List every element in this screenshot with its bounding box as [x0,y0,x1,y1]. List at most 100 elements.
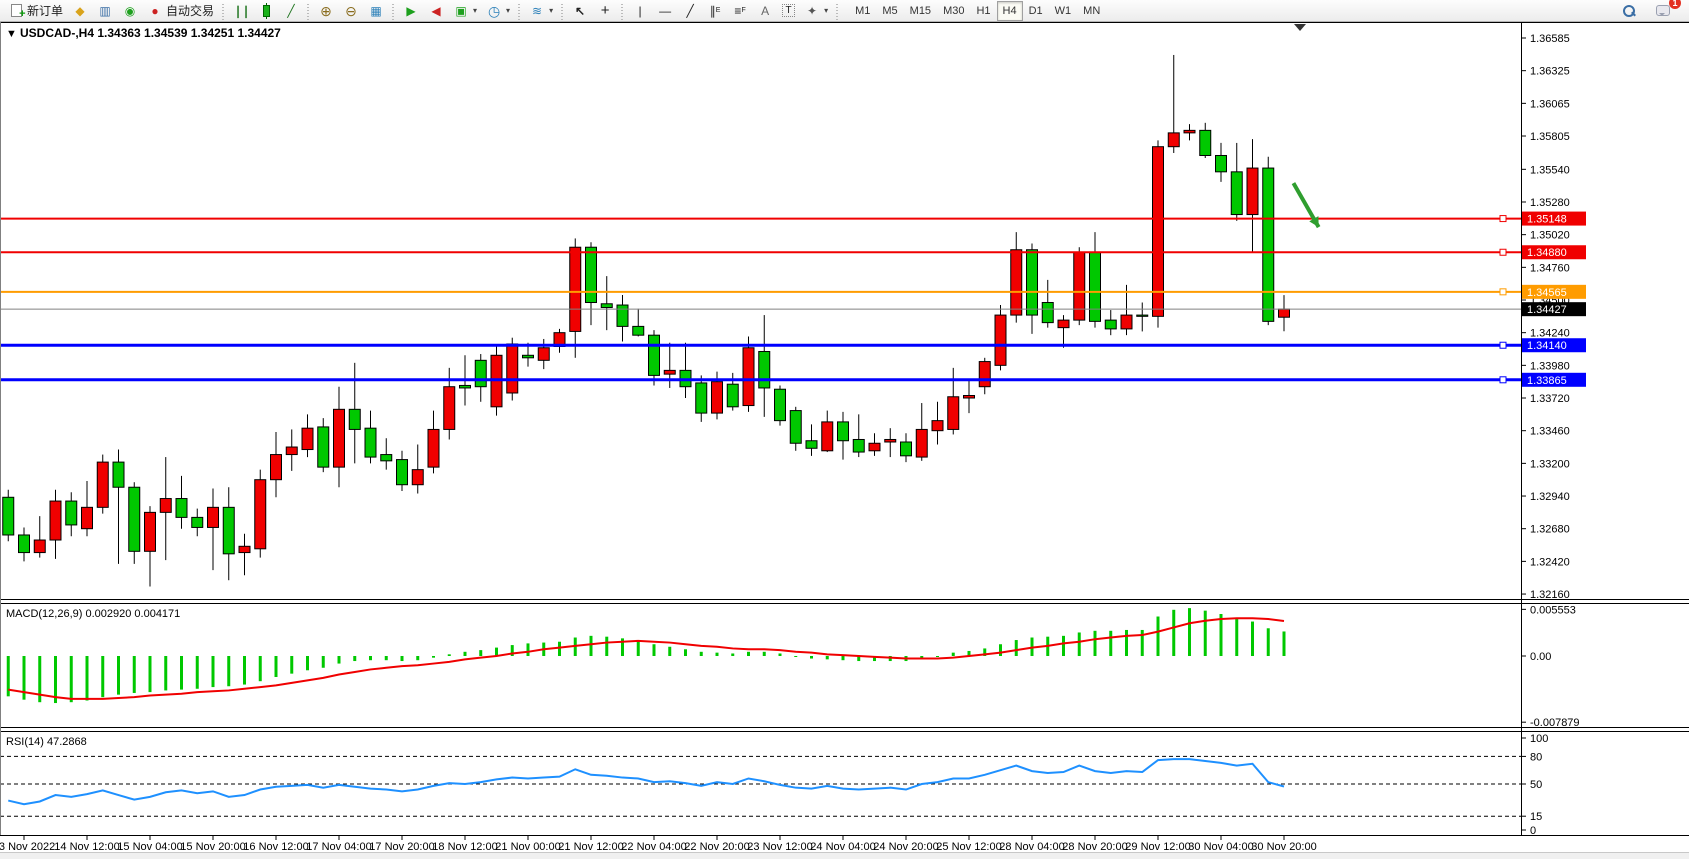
macd-bar [605,636,609,656]
chart-shift-marker[interactable] [1294,24,1306,31]
horizontal-line-button[interactable]: — [653,1,677,21]
signals-button[interactable]: ◉ [118,1,142,21]
rsi-label: RSI(14) 47.2868 [6,736,87,748]
candle [1073,247,1086,326]
arrows-button[interactable]: ✦ ▾ [800,1,832,21]
candle [789,406,802,451]
timeframe-m15[interactable]: M15 [904,1,937,21]
status-strip [0,852,1689,859]
equidistant-channel-button[interactable]: ∥ E [703,1,727,21]
fibonacci-button[interactable]: ≡ F [728,1,752,21]
sell-arrow-annotation[interactable] [1291,182,1321,229]
price-badge: 1.34880 [1522,245,1586,260]
toolbar: 新订单 ◆ ▥ ◉ ● 自动交易 ❘❘ ╱ ⊕ ⊖ ▦ ▶ ◀ ▣▾ ◷▾ ≋▾… [0,0,1689,22]
macd-bar [1251,621,1254,656]
timeframe-mn[interactable]: MN [1077,1,1106,21]
indicators-button[interactable]: ≋ ▾ [525,1,557,21]
macd-bar [999,644,1002,656]
bar-chart-button[interactable]: ❘❘ [229,1,253,21]
macd-bar [400,656,404,662]
hline-handle[interactable] [1499,288,1507,296]
candle [65,492,78,537]
candle [159,457,172,561]
macd-bar [873,656,876,662]
macd-bar [668,646,672,656]
crosshair-button[interactable]: + [593,1,617,21]
price-tick: 1.35805 [1530,131,1570,143]
timeframe-m30[interactable]: M30 [937,1,970,21]
price-tick: 1.35020 [1530,230,1570,242]
price-scale[interactable]: 1.36585 1.36325 1.36065 1.35805 1.35540 1.352… [1521,33,1586,837]
pane-borders [0,22,1689,836]
macd-bar [369,656,372,661]
hline-handle[interactable] [1499,376,1507,384]
date-tick: 17 Nov 04:00 [306,841,371,853]
timeframe-h1[interactable]: H1 [970,1,996,21]
candlestick-chart-icon [262,2,270,19]
macd-bar [227,656,231,687]
candle [474,354,487,402]
text-label-button[interactable]: T [778,1,799,21]
hline-handle[interactable] [1499,215,1507,223]
search-button[interactable] [1617,1,1641,21]
timeframe-toolbar: M1 M5 M15 M30 H1 H4 D1 W1 MN [849,0,1106,21]
hline-handle[interactable] [1499,248,1507,256]
svg-text:1.33865: 1.33865 [1527,375,1567,387]
macd-bar [180,656,183,690]
candlestick-chart-button[interactable] [254,1,278,21]
date-tick: 15 Nov 20:00 [180,841,245,853]
market-cube-button[interactable]: ◆ [68,1,92,21]
date-tick: 14 Nov 12:00 [54,841,119,853]
vertical-line-button[interactable]: | [628,1,652,21]
cursor-button[interactable]: ↖ [568,1,592,21]
line-chart-button[interactable]: ╱ [279,1,303,21]
timeframe-d1[interactable]: D1 [1023,1,1049,21]
candle [380,438,393,470]
rsi-tick: 50 [1530,779,1542,791]
macd-bar [1140,629,1144,656]
trendline-button[interactable]: ╱ [678,1,702,21]
macd-pane[interactable] [6,608,1286,704]
timeframe-m5[interactable]: M5 [876,1,903,21]
autotrade-button[interactable]: ● 自动交易 [143,1,218,21]
new-order-label: 新订单 [27,4,64,18]
equidistant-channel-icon: ∥ E [709,3,721,18]
auto-scroll-button[interactable]: ▶ [399,1,423,21]
timeframe-w1[interactable]: W1 [1049,1,1078,21]
line-chart-icon: ╱ [287,3,295,18]
autotrade-icon: ● [151,3,159,18]
notifications-button[interactable]: 1 [1651,0,1681,21]
zoom-out-button[interactable]: ⊖ [339,1,363,21]
macd-bar [1172,609,1176,656]
new-chart-button[interactable]: ▣ ▾ [449,1,481,21]
price-badge: 1.35148 [1522,211,1586,226]
timeframe-h4[interactable]: H4 [996,0,1023,21]
chart-shift-button[interactable]: ◀ [424,1,448,21]
hline-handle[interactable] [1499,341,1507,349]
toolbar-separator [560,1,566,20]
annotations-layer[interactable] [1291,182,1321,229]
object-list-collapse-icon[interactable]: ▼ [6,28,17,40]
price-badge: 1.34565 [1522,284,1586,299]
toolbar-separator [306,1,312,20]
rsi-pane[interactable] [0,755,1521,817]
new-order-button[interactable]: 新订单 [4,1,67,22]
zoom-in-button[interactable]: ⊕ [314,1,338,21]
open-charts-button[interactable]: ▥ [93,1,117,21]
periods-button[interactable]: ◷ ▾ [482,1,514,21]
macd-bar [1014,640,1018,656]
candle [821,410,834,453]
candle [285,429,298,471]
horizontal-lines-layer[interactable] [0,215,1521,384]
macd-bar [794,656,798,657]
text-button[interactable]: A [753,1,777,21]
macd-bar [211,656,215,688]
macd-bar [101,656,105,698]
macd-bar [621,638,624,656]
usdcad-h4-chart[interactable]: 1.36585 1.36325 1.36065 1.35805 1.35540 1.352… [0,22,1689,859]
timeframe-m1[interactable]: M1 [849,1,876,21]
price-tick: 1.35280 [1530,197,1570,209]
tile-windows-button[interactable]: ▦ [364,1,388,21]
candle [18,527,30,562]
